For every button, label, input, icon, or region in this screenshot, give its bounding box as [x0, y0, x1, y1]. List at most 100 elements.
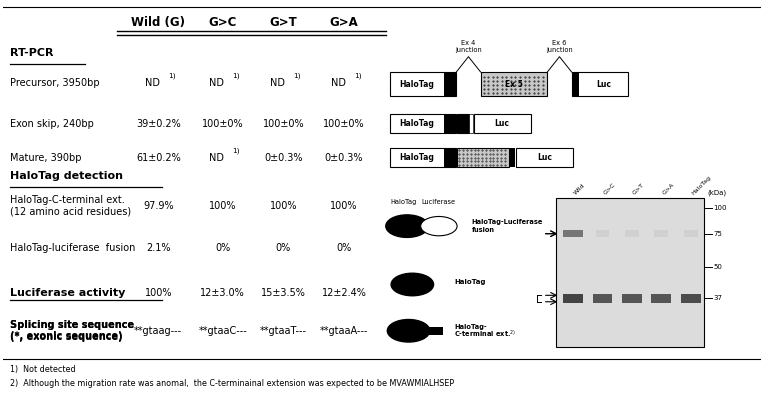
Text: RT-PCR: RT-PCR	[11, 48, 54, 58]
Text: ND: ND	[331, 78, 345, 88]
Text: 100: 100	[714, 205, 727, 211]
Text: Wild: Wild	[573, 182, 586, 195]
Text: C-terminal ext.$^{2)}$: C-terminal ext.$^{2)}$	[454, 329, 516, 340]
Text: Ex 6
junction: Ex 6 junction	[546, 40, 573, 53]
Text: 1): 1)	[232, 73, 240, 79]
Text: 0%: 0%	[336, 243, 351, 253]
Text: Exon skip, 240bp: Exon skip, 240bp	[11, 118, 94, 129]
Text: G>A: G>A	[330, 16, 358, 29]
Text: **gtaaC---: **gtaaC---	[199, 326, 247, 336]
Text: Luc: Luc	[495, 119, 510, 128]
Text: HaloTag: HaloTag	[400, 153, 434, 162]
Bar	[516, 148, 573, 167]
Bar	[457, 148, 509, 167]
Bar	[509, 148, 516, 167]
Circle shape	[391, 273, 434, 296]
Text: HaloTag: HaloTag	[390, 199, 416, 205]
Bar	[444, 72, 456, 96]
Text: G>C: G>C	[209, 16, 237, 29]
Text: 100±0%: 100±0%	[323, 118, 365, 129]
Text: 0±0.3%: 0±0.3%	[325, 153, 364, 163]
Text: 2.1%: 2.1%	[146, 243, 170, 253]
Text: Luciferase: Luciferase	[422, 199, 456, 205]
Text: ND: ND	[144, 78, 160, 88]
Text: **gtaaT---: **gtaaT---	[260, 326, 307, 336]
Text: G>A: G>A	[662, 182, 675, 195]
Text: fusion: fusion	[471, 227, 494, 233]
Bar	[563, 230, 583, 237]
Text: 1): 1)	[168, 73, 176, 79]
Text: HaloTag-luciferase  fusion: HaloTag-luciferase fusion	[11, 243, 136, 253]
Text: Splicing site sequence: Splicing site sequence	[11, 320, 134, 330]
Text: 12±3.0%: 12±3.0%	[200, 288, 245, 297]
Text: 1)  Not detected: 1) Not detected	[11, 365, 76, 374]
Text: HaloTag-: HaloTag-	[454, 324, 487, 330]
Bar	[625, 230, 639, 237]
Text: Wild (G): Wild (G)	[131, 16, 185, 29]
Text: 1): 1)	[293, 73, 301, 79]
Text: 61±0.2%: 61±0.2%	[136, 153, 180, 163]
Text: HaloTag-C-terminal ext.
(12 amino acid residues): HaloTag-C-terminal ext. (12 amino acid r…	[11, 195, 131, 217]
Bar	[556, 198, 704, 347]
Text: HaloTag: HaloTag	[691, 174, 712, 195]
Text: 100±0%: 100±0%	[202, 118, 244, 129]
Text: 75: 75	[714, 231, 722, 237]
Bar	[390, 148, 456, 167]
Text: (kDa): (kDa)	[707, 189, 727, 196]
Text: Luciferase activity: Luciferase activity	[11, 288, 126, 297]
Text: HaloTag detection: HaloTag detection	[11, 171, 123, 181]
Bar	[457, 114, 469, 133]
Text: HaloTag: HaloTag	[400, 119, 434, 128]
Text: 100%: 100%	[209, 201, 237, 211]
Bar	[481, 72, 547, 96]
Bar	[622, 294, 642, 303]
Bar	[428, 327, 442, 335]
Text: ND: ND	[209, 153, 224, 163]
Text: (*, exonic sequence): (*, exonic sequence)	[11, 331, 123, 341]
Text: 37: 37	[714, 295, 723, 301]
Text: Splicing site sequence
(*, exonic sequence): Splicing site sequence (*, exonic sequen…	[11, 320, 134, 341]
Text: **gtaag---: **gtaag---	[134, 326, 183, 336]
Text: Luc: Luc	[537, 153, 552, 162]
Text: 100%: 100%	[270, 201, 297, 211]
Bar	[563, 294, 583, 303]
Text: ND: ND	[270, 78, 285, 88]
Text: 0%: 0%	[276, 243, 291, 253]
Bar	[571, 72, 579, 96]
Bar	[655, 230, 668, 237]
Bar	[390, 114, 456, 133]
Bar	[469, 114, 473, 133]
Text: 97.9%: 97.9%	[143, 201, 173, 211]
Bar	[684, 230, 698, 237]
Text: 100%: 100%	[144, 288, 172, 297]
Text: Ex 4
junction: Ex 4 junction	[455, 40, 482, 53]
Text: 12±2.4%: 12±2.4%	[322, 288, 367, 297]
Circle shape	[421, 217, 457, 236]
Text: 0%: 0%	[215, 243, 231, 253]
Bar	[444, 114, 456, 133]
Bar	[652, 294, 671, 303]
Text: 39±0.2%: 39±0.2%	[136, 118, 180, 129]
Text: 100±0%: 100±0%	[263, 118, 304, 129]
Text: ND: ND	[209, 78, 224, 88]
Text: 2)  Although the migration rate was anomal,  the C-terminainal extension was exp: 2) Although the migration rate was anoma…	[11, 379, 455, 388]
Text: HaloTag: HaloTag	[454, 279, 486, 286]
Text: G>C: G>C	[603, 182, 617, 195]
Bar	[681, 294, 701, 303]
Bar	[571, 72, 629, 96]
Bar	[593, 294, 613, 303]
Circle shape	[386, 215, 429, 237]
Text: 50: 50	[714, 264, 722, 270]
Text: G>T: G>T	[632, 182, 646, 195]
Text: Mature, 390bp: Mature, 390bp	[11, 153, 82, 163]
Text: Precursor, 3950bp: Precursor, 3950bp	[11, 78, 100, 88]
Circle shape	[387, 319, 430, 342]
Bar	[474, 114, 531, 133]
Text: 15±3.5%: 15±3.5%	[261, 288, 306, 297]
Text: Ex 5: Ex 5	[505, 80, 523, 89]
Text: 1): 1)	[354, 73, 361, 79]
Text: G>T: G>T	[270, 16, 297, 29]
Bar	[444, 148, 456, 167]
Bar	[390, 72, 456, 96]
Text: 1): 1)	[232, 147, 240, 154]
